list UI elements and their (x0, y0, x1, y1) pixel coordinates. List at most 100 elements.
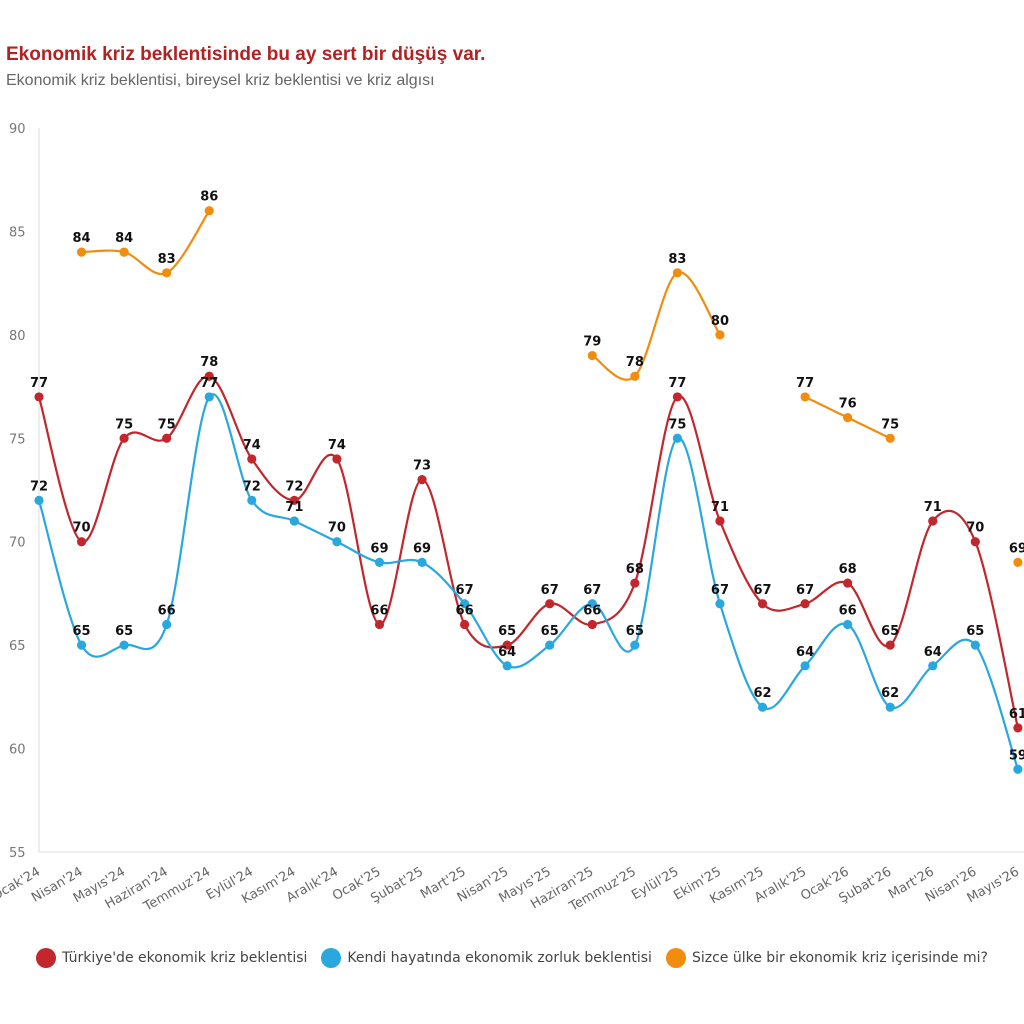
series-1-data-label: 65 (541, 624, 559, 639)
series-1-point (332, 537, 342, 547)
series-0-data-label: 67 (796, 583, 814, 598)
series-1-point (34, 495, 44, 505)
series-0-data-label: 72 (285, 479, 303, 494)
legend-label-kendi: Kendi hayatında ekonomik zorluk beklenti… (347, 950, 652, 966)
series-0-data-label: 71 (924, 500, 942, 515)
series-1-data-label: 65 (115, 624, 133, 639)
series-0-point (715, 516, 725, 526)
series-0-point (502, 640, 512, 650)
series-0-point (1013, 723, 1023, 733)
series-2-point (630, 371, 640, 381)
series-2-point (587, 350, 597, 361)
series-2-data-label: 78 (626, 355, 644, 370)
series-1-point (460, 599, 470, 609)
series-0-data-label: 74 (243, 438, 261, 453)
series-1-point (587, 599, 597, 609)
series-0-point (885, 640, 895, 650)
series-1-data-label: 67 (583, 583, 601, 598)
series-2-data-label: 83 (668, 252, 686, 267)
series-2-point (119, 247, 129, 257)
series-1-point (1013, 764, 1023, 774)
x-tick-label: Eylül'25 (629, 864, 681, 903)
series-2-data-label: 83 (158, 252, 176, 267)
series-0-data-label: 74 (328, 438, 346, 453)
series-0-point (587, 619, 597, 630)
series-0-data-label: 73 (413, 459, 431, 474)
series-1-data-label: 64 (498, 645, 516, 660)
series-0-point (630, 578, 640, 588)
series-1-data-label: 62 (881, 686, 899, 701)
series-1-data-label: 72 (30, 479, 48, 494)
series-0-point (417, 475, 427, 485)
y-tick-label: 80 (9, 329, 26, 344)
y-tick-label: 75 (9, 432, 26, 447)
series-2-point (885, 433, 895, 443)
series-2-point (204, 206, 214, 216)
series-1-data-label: 77 (200, 376, 218, 391)
y-tick-label: 90 (9, 122, 26, 137)
series-2-point (162, 268, 172, 278)
series-1-data-label: 67 (711, 583, 729, 598)
series-0-point (119, 433, 129, 443)
y-tick-label: 65 (9, 639, 26, 654)
series-0-point (843, 578, 853, 588)
series-2-data-label: 77 (796, 376, 814, 391)
series-2-point (672, 268, 683, 278)
series-1-point (162, 619, 172, 630)
series-2-point (715, 330, 725, 340)
series-2-data-label: 84 (115, 231, 133, 246)
series-2-data-label: 86 (200, 190, 218, 205)
series-1-data-label: 62 (753, 686, 771, 701)
series-0-data-label: 75 (115, 417, 133, 432)
series-1-data-label: 75 (668, 417, 686, 432)
series-2-line-1 (591, 271, 721, 381)
series-2-data-label: 76 (839, 397, 857, 412)
series-1-point (204, 392, 214, 402)
legend-label-sizce: Sizce ülke bir ekonomik kriz içerisinde … (691, 950, 988, 966)
series-0-data-label: 70 (73, 521, 91, 536)
series-1-data-label: 59 (1009, 748, 1024, 763)
series-0-data-label: 77 (30, 376, 48, 391)
series-1-point (247, 495, 257, 505)
series-0-data-label: 71 (711, 500, 729, 515)
series-1-point (289, 516, 299, 526)
series-2-data-label: 84 (73, 231, 91, 246)
legend-item-kendi[interactable]: Kendi hayatında ekonomik zorluk beklenti… (321, 948, 652, 968)
series-0-data-label: 66 (370, 603, 388, 618)
series-2-data-label: 79 (583, 335, 601, 350)
legend-label-turkiye: Türkiye'de ekonomik kriz beklentisi (62, 950, 308, 966)
legend: Türkiye'de ekonomik kriz beklentisi Kend… (0, 948, 1024, 968)
series-2-point (843, 413, 853, 423)
series-1-point (885, 702, 895, 712)
legend-item-turkiye[interactable]: Türkiye'de ekonomik kriz beklentisi (36, 948, 307, 968)
series-0-data-label: 65 (498, 624, 516, 639)
series-0-point (800, 599, 810, 609)
series-0-data-label: 70 (966, 521, 984, 536)
series-0-point (460, 619, 470, 630)
series-0-data-label: 75 (158, 417, 176, 432)
series-1-point (970, 640, 980, 650)
series-1-data-label: 65 (966, 624, 984, 639)
series-0-data-label: 65 (881, 624, 899, 639)
series-0-point (672, 392, 683, 402)
series-2-data-label: 75 (881, 417, 899, 432)
series-0-point (970, 537, 980, 547)
series-1-point (928, 661, 938, 671)
series-0-point (289, 495, 299, 505)
series-1-data-label: 65 (626, 624, 644, 639)
series-1-data-label: 72 (243, 479, 261, 494)
series-2-data-label: 80 (711, 314, 729, 329)
series-1-data-label: 69 (370, 541, 388, 556)
series-1-point (843, 619, 853, 630)
series-1-point (76, 640, 87, 650)
series-1-data-label: 69 (413, 541, 431, 556)
series-1-point (715, 599, 725, 609)
y-tick-label: 60 (9, 743, 26, 758)
series-1-data-label: 64 (796, 645, 814, 660)
series-1-line-0 (37, 393, 1019, 770)
legend-item-sizce[interactable]: Sizce ülke bir ekonomik kriz içerisinde … (665, 948, 988, 968)
series-1-point (119, 640, 129, 650)
y-tick-label: 55 (9, 846, 26, 861)
legend-swatch-sizce (665, 948, 686, 968)
series-0-data-label: 66 (456, 603, 474, 618)
